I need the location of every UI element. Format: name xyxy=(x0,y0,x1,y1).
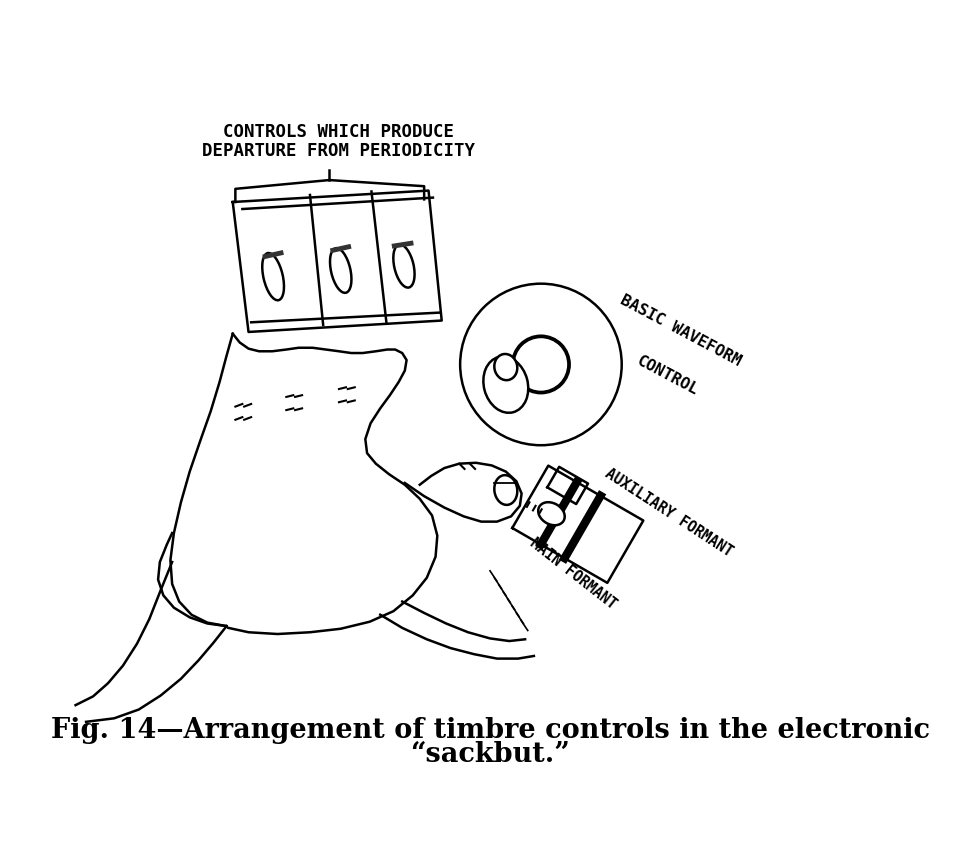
Ellipse shape xyxy=(494,354,517,381)
Text: Fig. 14—Arrangement of timbre controls in the electronic: Fig. 14—Arrangement of timbre controls i… xyxy=(51,717,929,744)
Text: “sackbut.”: “sackbut.” xyxy=(410,740,570,768)
Text: AUXILIARY FORMANT: AUXILIARY FORMANT xyxy=(603,465,735,560)
Ellipse shape xyxy=(330,248,352,293)
Ellipse shape xyxy=(263,253,284,300)
Circle shape xyxy=(513,336,569,393)
Text: BASIC WAVEFORM: BASIC WAVEFORM xyxy=(617,292,744,368)
Ellipse shape xyxy=(393,245,415,287)
Text: MAIN FORMANT: MAIN FORMANT xyxy=(527,535,618,612)
Circle shape xyxy=(461,284,621,445)
Ellipse shape xyxy=(538,503,564,525)
Text: CONTROLS WHICH PRODUCE: CONTROLS WHICH PRODUCE xyxy=(223,123,455,141)
Ellipse shape xyxy=(483,356,528,413)
Ellipse shape xyxy=(494,475,517,505)
Text: DEPARTURE FROM PERIODICITY: DEPARTURE FROM PERIODICITY xyxy=(203,142,475,160)
Text: CONTROL: CONTROL xyxy=(635,353,702,398)
